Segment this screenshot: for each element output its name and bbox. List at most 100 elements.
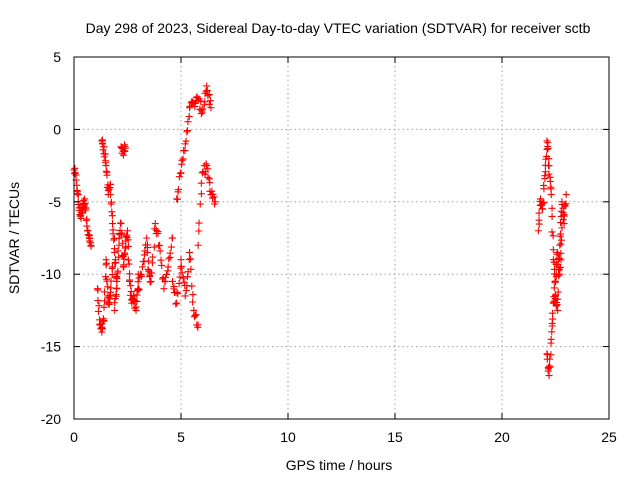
data-point (121, 144, 129, 152)
data-point (127, 288, 135, 296)
data-point (124, 227, 131, 235)
data-point (185, 256, 193, 264)
data-point (549, 232, 557, 240)
data-point (188, 282, 196, 290)
data-point (115, 234, 123, 242)
data-point (203, 162, 211, 170)
data-point (543, 145, 551, 153)
data-point (111, 248, 119, 256)
x-tick-label: 25 (601, 429, 617, 445)
data-point (199, 105, 207, 113)
data-point (81, 195, 89, 203)
data-point (114, 247, 122, 255)
data-point (178, 269, 186, 277)
data-point (156, 247, 164, 255)
data-point (548, 322, 556, 330)
data-point (148, 269, 156, 277)
data-point (547, 191, 555, 199)
data-point (110, 236, 118, 244)
data-point (133, 297, 141, 305)
data-point (204, 92, 212, 100)
data-point (124, 236, 132, 244)
data-point (121, 249, 129, 257)
data-point (540, 181, 548, 189)
data-point (206, 179, 214, 187)
data-point (540, 198, 548, 206)
data-point (562, 200, 570, 208)
data-point (184, 118, 192, 126)
data-point (127, 282, 135, 290)
y-tick-label: 5 (53, 49, 61, 65)
data-point (192, 311, 200, 319)
data-point (99, 315, 107, 323)
data-point (112, 259, 120, 267)
data-point (548, 204, 556, 212)
data-point (157, 256, 165, 264)
data-point (560, 212, 568, 220)
data-point (559, 216, 567, 224)
data-point (554, 306, 562, 314)
data-point (134, 285, 142, 293)
data-point (554, 288, 562, 296)
data-point (535, 209, 543, 217)
data-point (156, 241, 164, 249)
data-point (541, 172, 549, 180)
data-point (181, 147, 189, 155)
data-point (173, 289, 181, 297)
y-tick-label: -15 (41, 339, 61, 355)
data-point (120, 255, 128, 263)
data-point (113, 275, 121, 283)
plot-frame (73, 56, 610, 420)
data-point (73, 188, 81, 196)
data-point (544, 145, 552, 153)
data-point (179, 274, 187, 282)
data-point (545, 372, 553, 380)
data-point (162, 273, 170, 281)
data-point (557, 263, 565, 271)
data-point (195, 227, 203, 235)
data-point (554, 248, 562, 256)
data-point (539, 199, 547, 207)
data-point (117, 220, 125, 228)
data-point (172, 300, 180, 308)
data-point (195, 219, 203, 227)
data-point (187, 255, 195, 263)
grid (74, 57, 609, 419)
data-point (108, 271, 116, 279)
data-point (103, 259, 111, 267)
y-tick-label: -10 (41, 266, 61, 282)
x-axis-label: GPS time / hours (286, 457, 393, 473)
data-point (556, 241, 564, 249)
data-point (168, 234, 176, 242)
data-point (546, 363, 554, 371)
data-point (557, 249, 565, 257)
data-point (124, 242, 132, 250)
data-point (197, 179, 205, 187)
data-point (177, 264, 185, 272)
data-point (557, 230, 565, 238)
data-point (189, 291, 197, 299)
axis-ticks: 0 5 10 15 20 25 5 0 -5 -10 -15 -20 (41, 49, 617, 445)
data-points (70, 82, 570, 380)
data-point (150, 243, 158, 251)
data-point (176, 273, 184, 281)
data-point (86, 237, 94, 245)
data-point (94, 297, 102, 305)
data-point (165, 255, 173, 263)
data-point (163, 270, 171, 278)
data-point (104, 283, 112, 291)
data-point (544, 367, 552, 375)
data-point (178, 156, 186, 164)
data-point (560, 220, 568, 228)
data-point (106, 191, 114, 199)
data-point (208, 187, 216, 195)
data-point (126, 276, 134, 284)
data-point (82, 204, 90, 212)
chart-title: Day 298 of 2023, Sidereal Day-to-day VTE… (86, 20, 591, 36)
data-point (558, 236, 566, 244)
data-point (205, 100, 213, 108)
data-point (187, 265, 195, 273)
data-point (175, 279, 183, 287)
data-point (102, 167, 110, 175)
